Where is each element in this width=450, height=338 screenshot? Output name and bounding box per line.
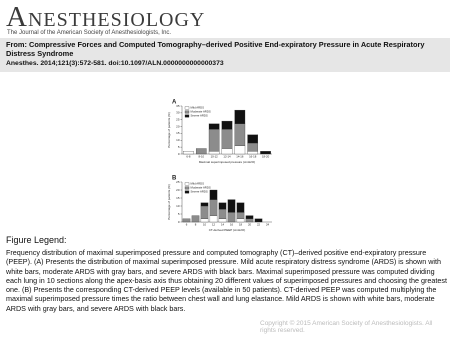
bar-segment <box>209 199 218 216</box>
bar-segment <box>200 218 209 223</box>
figure-svg: A 0 5 10 15 20 25 30 35 Percentage of patients (%… <box>167 100 272 232</box>
x-tick-label: 14-16 <box>236 155 244 159</box>
legend-swatch <box>184 110 190 114</box>
bar-segment <box>247 134 259 144</box>
bar-segment <box>234 109 246 124</box>
bar-segment <box>236 212 245 219</box>
x-tick-label: 16 <box>230 223 234 227</box>
y-tick-label: 0 <box>178 220 180 224</box>
legend-swatch <box>184 106 190 110</box>
bar-segment <box>234 145 246 155</box>
x-tick-label: 8-10 <box>198 155 204 159</box>
bar-segment <box>183 151 194 155</box>
y-tick-label: 35 <box>176 104 180 108</box>
bar-segment <box>247 151 259 155</box>
journal-subtitle: The Journal of the American Society of A… <box>7 30 172 36</box>
legend-label: Moderate ARDS <box>191 110 211 114</box>
x-tick-label: 10-12 <box>211 155 219 159</box>
x-tick-label: 8 <box>195 223 197 227</box>
bar-segment <box>247 142 259 152</box>
y-tick-label: 25 <box>176 180 180 184</box>
legend-swatch <box>184 182 190 186</box>
x-tick-label: 18-20 <box>262 155 270 159</box>
citation: Anesthes. 2014;121(3):572-581. doi:10.10… <box>6 60 224 67</box>
legend-heading: Figure Legend: <box>6 235 67 245</box>
x-tick-label: 14 <box>221 223 225 227</box>
bar-segment <box>218 209 227 219</box>
bar-segment <box>195 148 207 155</box>
y-axis-label: Percentage of patients (%) <box>167 112 171 148</box>
panel-label: B <box>172 176 177 182</box>
panel-label: A <box>172 100 177 106</box>
legend-text: Frequency distribution of maximal superi… <box>6 248 447 313</box>
x-axis-label: CT-derived PEEP (cmH2O) <box>209 228 245 232</box>
legend-label: Severe ARDS <box>191 114 208 118</box>
bar-segment <box>236 218 245 223</box>
legend-swatch <box>184 114 190 118</box>
x-tick-label: 22 <box>257 223 261 227</box>
y-tick-label: 10 <box>176 204 180 208</box>
legend-label: Mild ARDS <box>191 106 205 110</box>
bar-segment <box>260 151 271 155</box>
x-tick-label: 24 <box>266 223 270 227</box>
article-title: From: Compressive Forces and Computed To… <box>6 40 425 58</box>
legend-swatch <box>184 186 190 190</box>
bar-segment <box>208 129 220 152</box>
bar-segment <box>245 215 254 219</box>
y-tick-label: 5 <box>178 212 180 216</box>
bar-segment <box>209 189 218 200</box>
y-tick-label: 5 <box>178 145 180 149</box>
x-tick-label: 20 <box>248 223 252 227</box>
y-tick-label: 30 <box>176 111 180 115</box>
bar-segment <box>218 202 227 210</box>
legend-swatch <box>184 190 190 194</box>
bar-segment <box>236 202 245 213</box>
bar-segment <box>191 215 200 223</box>
journal-logo: Anesthesiology <box>6 1 206 33</box>
x-tick-label: 12-14 <box>223 155 231 159</box>
bar-segment <box>221 129 233 149</box>
x-tick-label: 16-18 <box>249 155 257 159</box>
y-tick-label: 15 <box>176 196 180 200</box>
y-tick-label: 25 <box>176 118 180 122</box>
x-tick-label: 18 <box>239 223 243 227</box>
bar-segment <box>221 120 233 130</box>
bar-segment <box>227 212 236 223</box>
bar-segment <box>200 205 209 219</box>
y-tick-label: 0 <box>178 152 180 156</box>
x-axis-label: Maximal superimposed pressure (cmH2O) <box>199 160 255 164</box>
x-tick-label: 6 <box>186 223 188 227</box>
bar-segment <box>221 148 233 155</box>
bar-segment <box>245 218 254 223</box>
y-tick-label: 20 <box>176 124 180 128</box>
bar-segment <box>218 218 227 223</box>
y-tick-label: 15 <box>176 131 180 135</box>
bar-segment <box>209 215 218 223</box>
legend-label: Severe ARDS <box>191 190 208 194</box>
copyright: Copyright © 2015 American Society of Ane… <box>260 320 433 334</box>
y-axis-label: Percentage of patients (%) <box>167 184 171 220</box>
x-tick-label: 10 <box>203 223 207 227</box>
title-band <box>0 38 450 72</box>
bar-segment <box>200 202 209 207</box>
bar-segment <box>227 199 236 213</box>
x-tick-label: 6-8 <box>186 155 190 159</box>
figure: A 0 5 10 15 20 25 30 35 Percentage of patients (%… <box>160 96 280 241</box>
bar-segment <box>208 151 220 155</box>
y-tick-label: 10 <box>176 138 180 142</box>
bar-segment <box>234 123 246 146</box>
bar-segment <box>254 218 263 223</box>
bar-segment <box>208 123 220 130</box>
legend-label: Mild ARDS <box>191 182 205 186</box>
legend-label: Moderate ARDS <box>191 186 211 190</box>
y-tick-label: 20 <box>176 188 180 192</box>
bar-segment <box>182 218 191 223</box>
x-tick-label: 12 <box>212 223 216 227</box>
